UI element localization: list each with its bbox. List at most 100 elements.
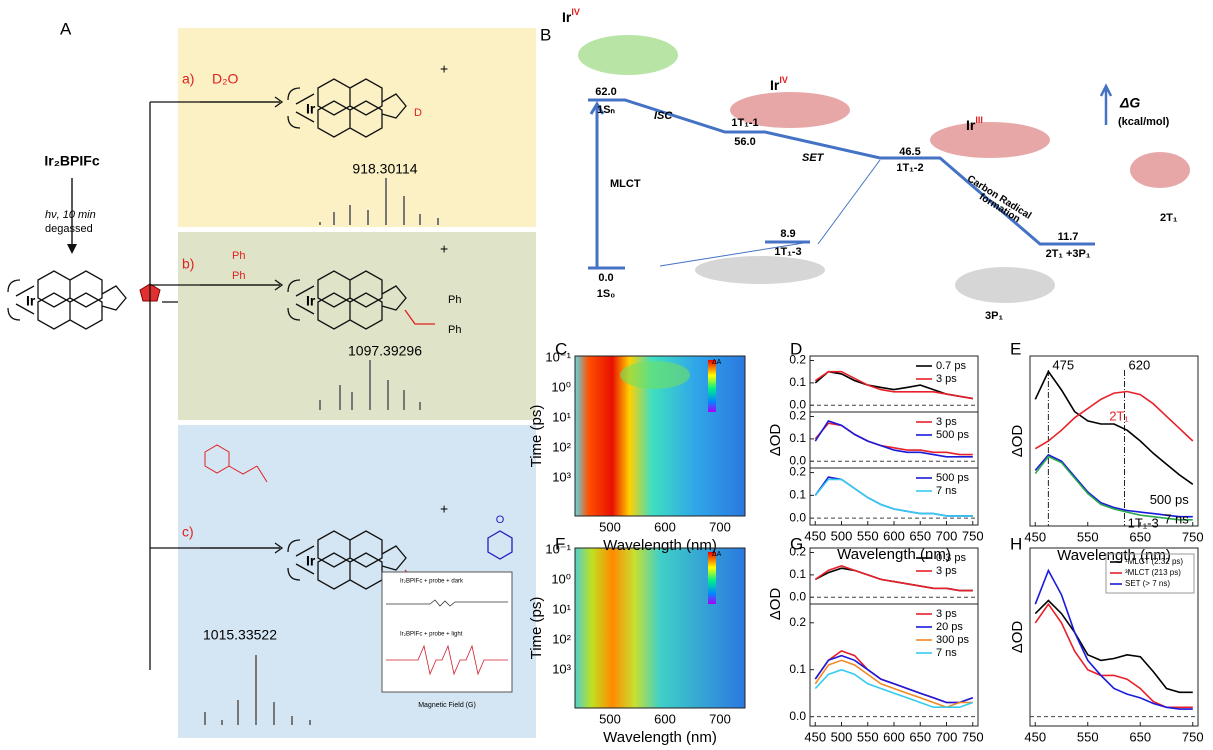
legend-label: 0.3 ps: [936, 552, 966, 564]
x-tick-label: 700: [709, 519, 731, 534]
x-tick-label: 450: [1024, 529, 1046, 544]
structure: [955, 267, 1055, 303]
esr-light: [386, 644, 508, 676]
structure: [930, 122, 1050, 158]
y-tick-label: 0.1: [789, 431, 806, 445]
x-label: Wavelength (nm): [1057, 547, 1171, 564]
x-label: Wavelength (nm): [603, 537, 717, 554]
annotation: 475: [1052, 357, 1074, 372]
colorbar-label: ΔA: [712, 359, 722, 366]
x-tick-label: 550: [1077, 529, 1099, 544]
bg-a: [178, 28, 536, 227]
ir-ox: IV: [571, 7, 580, 17]
level-state: 1S₀: [597, 288, 615, 300]
panel-label: D: [790, 339, 802, 358]
x-tick-label: 500: [599, 519, 621, 534]
heatmap-frame: [574, 355, 746, 517]
arrow: [200, 279, 284, 291]
series-line: [814, 478, 973, 517]
dg-label: ΔG: [1119, 95, 1140, 111]
panel-label: E: [1010, 339, 1021, 358]
y-tick-label: 0.1: [789, 567, 806, 581]
heatmap-frame: [574, 547, 746, 709]
heatmap: [575, 548, 745, 708]
x-tick-label: 450: [804, 528, 826, 543]
legend-label: 3 ps: [936, 565, 957, 577]
level-value: 46.5: [899, 146, 920, 158]
transition: SET: [802, 152, 825, 164]
x-tick-label: 550: [1077, 729, 1099, 744]
tempo: [487, 530, 513, 560]
legend-label: 3 ps: [936, 608, 957, 620]
annotation: 620: [1129, 357, 1151, 372]
level-value: 62.0: [595, 86, 616, 98]
legend-label: 300 ps: [936, 634, 970, 646]
series-line: [814, 668, 974, 708]
level: [588, 240, 810, 270]
y-tick-label: 0.2: [789, 353, 806, 367]
level-value: 56.0: [734, 136, 755, 148]
atom: Ph: [448, 324, 461, 336]
plot-frame: [1029, 355, 1199, 527]
radical: O: [496, 514, 505, 526]
series-line: [814, 565, 973, 592]
y-label: ΔOD: [767, 424, 784, 457]
series-label: 1T₁-3: [1128, 516, 1159, 531]
panel-label: B: [540, 25, 551, 44]
x-tick-label: 700: [936, 729, 958, 744]
legend-label: ³MLCT (213 ps): [1125, 568, 1181, 577]
y-label: ΔOD: [1009, 425, 1026, 458]
ir-label: IrIII: [966, 115, 983, 132]
panel-label: H: [1010, 534, 1022, 553]
colorbar: [708, 360, 716, 412]
ir-ox: III: [975, 115, 983, 125]
esr-xlabel: Magnetic Field (G): [418, 702, 476, 709]
y-tick-label: 10³: [552, 661, 571, 676]
x-tick-label: 650: [1129, 529, 1151, 544]
level-value: 11.7: [1058, 231, 1079, 243]
ir-label: IrIV: [562, 7, 580, 24]
x-tick-label: 550: [857, 729, 879, 744]
legend-label: 500 ps: [936, 429, 970, 441]
reactant: Ir₂BPIFc: [44, 153, 99, 169]
y-tick-label: 10⁻¹: [545, 349, 571, 364]
panel-label: F: [555, 534, 565, 553]
series-label: 2T₁: [1109, 408, 1129, 423]
x-label: Wavelength (nm): [837, 546, 951, 563]
x-tick-label: 600: [883, 528, 905, 543]
colorbar: [708, 552, 716, 604]
ir-el: Ir: [966, 117, 976, 133]
route-label: b): [182, 256, 194, 272]
level-state: 1T₁-1: [731, 117, 758, 129]
legend-label: SET (> 7 ns): [1125, 579, 1170, 588]
esr-legend: Ir₂BPIFc + probe + light: [400, 632, 463, 638]
y-tick-label: 10¹: [552, 601, 571, 616]
x-tick-label: 750: [962, 528, 984, 543]
transition: ISC: [654, 110, 673, 122]
y-tick-label: 0.1: [789, 488, 806, 502]
reagent: Ph: [232, 270, 245, 282]
legend-label: 500 ps: [936, 472, 970, 484]
level-state: 1T₁-2: [896, 162, 923, 174]
y-tick-label: 0.2: [789, 409, 806, 423]
x-tick-label: 550: [857, 528, 879, 543]
charge: +: [440, 61, 448, 77]
heatmap-feature: [620, 361, 690, 389]
x-tick-label: 500: [831, 528, 853, 543]
x-tick-label: 750: [1182, 529, 1204, 544]
y-tick-label: 0.0: [789, 709, 806, 723]
series-label: 500 ps: [1150, 492, 1190, 507]
probe: [204, 444, 268, 483]
atom: D: [414, 107, 422, 119]
level-state: 1Sₙ: [597, 104, 615, 116]
legend-label: 7 ns: [936, 647, 957, 659]
legend-label: 3 ps: [936, 416, 957, 428]
levels: [588, 98, 1095, 270]
level-state: 2T₁ +3P₁: [1046, 248, 1091, 260]
x-label: Wavelength (nm): [603, 729, 717, 745]
x-tick-label: 650: [909, 528, 931, 543]
y-label: Time (ps): [528, 597, 545, 660]
structure: [695, 256, 825, 284]
charge: +: [440, 501, 448, 517]
